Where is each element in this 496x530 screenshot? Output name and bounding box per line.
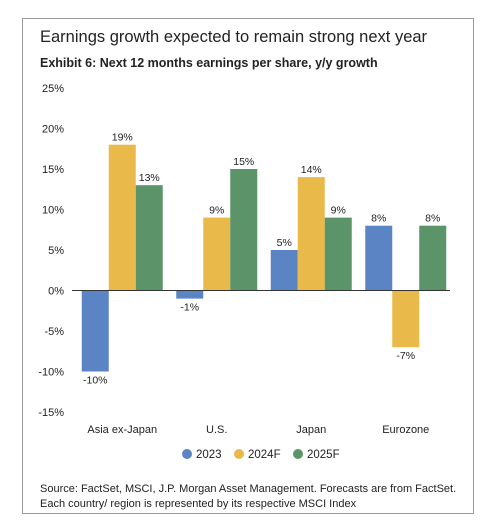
bar-chart: -15%-10%-5%0%5%10%15%20%25% -10%19%13%-1… bbox=[38, 83, 450, 461]
legend-marker bbox=[234, 449, 244, 459]
category-label: Japan bbox=[296, 424, 326, 436]
data-label: 15% bbox=[233, 156, 254, 168]
legend-label: 2023 bbox=[196, 449, 222, 461]
source-note: Source: FactSet, MSCI, J.P. Morgan Asset… bbox=[40, 483, 457, 510]
y-tick-label: -10% bbox=[38, 367, 64, 379]
y-axis: -15% -10% -5% 0% 5% 10% 15% 20% 25% bbox=[38, 83, 64, 419]
y-tick-label: 25% bbox=[42, 83, 64, 95]
category-label: Eurozone bbox=[382, 424, 429, 436]
bar-2023-japan bbox=[270, 250, 298, 291]
data-label: -10% bbox=[83, 375, 108, 387]
data-label: 19% bbox=[112, 132, 133, 144]
y-tick-label: 15% bbox=[42, 164, 64, 176]
bar-group bbox=[81, 144, 447, 372]
y-tick-label: 0% bbox=[48, 286, 64, 298]
data-labels: -10% 19% 13% -1% 9% 15% 5% 14% 9% 8% -7% 8% bbox=[83, 132, 440, 387]
bar-2025F-u-s- bbox=[230, 169, 258, 291]
legend-marker bbox=[293, 449, 303, 459]
bar-2023-u-s- bbox=[176, 290, 204, 299]
bar-2024F-u-s- bbox=[203, 217, 231, 291]
legend-marker bbox=[182, 449, 192, 459]
y-tick-label: 20% bbox=[42, 124, 64, 136]
data-label: 5% bbox=[277, 237, 292, 249]
data-label: 14% bbox=[301, 164, 322, 176]
legend: 2023 2024F 2025F bbox=[182, 449, 340, 461]
category-label: Asia ex-Japan bbox=[87, 424, 157, 436]
category-label: U.S. bbox=[206, 424, 227, 436]
y-tick-label: -15% bbox=[38, 407, 64, 419]
data-label: 13% bbox=[139, 172, 160, 184]
y-tick-label: 10% bbox=[42, 205, 64, 217]
data-label: 9% bbox=[331, 205, 346, 217]
y-tick-label: 5% bbox=[48, 245, 64, 257]
bar-2024F-asia-ex-japan bbox=[108, 144, 136, 291]
chart-subtitle: Exhibit 6: Next 12 months earnings per s… bbox=[40, 56, 378, 70]
bar-2024F-japan bbox=[297, 177, 325, 291]
data-label: 8% bbox=[425, 213, 440, 225]
data-label: 9% bbox=[209, 205, 224, 217]
bar-2025F-japan bbox=[324, 217, 352, 291]
bar-2023-asia-ex-japan bbox=[81, 290, 109, 372]
bar-2025F-eurozone bbox=[419, 225, 447, 291]
data-label: -1% bbox=[180, 302, 199, 314]
y-tick-label: -5% bbox=[44, 326, 64, 338]
x-axis: Asia ex-Japan U.S. Japan Eurozone bbox=[87, 424, 429, 436]
bar-2023-eurozone bbox=[365, 225, 393, 291]
legend-label: 2025F bbox=[307, 449, 340, 461]
chart-title: Earnings growth expected to remain stron… bbox=[40, 28, 428, 46]
data-label: -7% bbox=[396, 350, 415, 362]
data-label: 8% bbox=[371, 213, 386, 225]
bar-2025F-asia-ex-japan bbox=[135, 185, 163, 291]
legend-label: 2024F bbox=[248, 449, 281, 461]
bar-2024F-eurozone bbox=[392, 290, 420, 348]
